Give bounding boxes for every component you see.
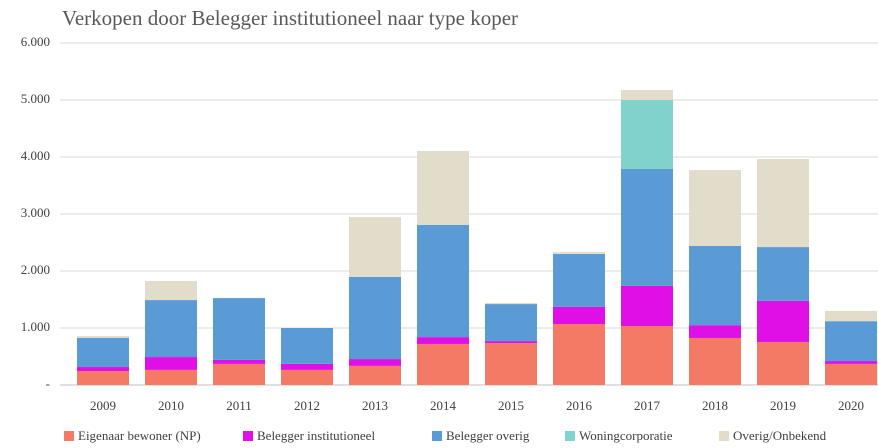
bar-segment: [77, 335, 129, 338]
legend-label: Overig/Onbekend: [733, 428, 827, 443]
bar-segment: [485, 341, 537, 344]
x-tick-label: 2010: [158, 398, 184, 413]
bar-segment: [213, 363, 265, 385]
bar-segment: [281, 363, 333, 370]
bar-segment: [281, 328, 333, 364]
y-tick-label: 6.000: [21, 34, 50, 49]
bar-segment: [213, 298, 265, 360]
bar-segment: [145, 300, 197, 358]
legend-swatch: [432, 431, 442, 441]
bar-segment: [417, 224, 469, 338]
bar-segment: [621, 90, 673, 100]
bar-segment: [757, 247, 809, 301]
x-tick-label: 2016: [566, 398, 593, 413]
x-tick-label: 2009: [90, 398, 116, 413]
bar-segment: [485, 302, 537, 305]
bar-segment: [689, 170, 741, 246]
bar-segment: [349, 217, 401, 277]
bar-segment: [825, 321, 877, 362]
x-tick-label: 2012: [294, 398, 320, 413]
y-tick-label: 3.000: [21, 205, 50, 220]
bar-segment: [689, 325, 741, 338]
legend-swatch: [565, 431, 575, 441]
bar-segment: [553, 306, 605, 325]
bar-segment: [281, 369, 333, 385]
bar-segment: [825, 361, 877, 364]
legend-label: Eigenaar bewoner (NP): [78, 428, 201, 443]
x-tick-label: 2015: [498, 398, 524, 413]
legend-swatch: [64, 431, 74, 441]
bar-segment: [757, 300, 809, 342]
bar-segment: [349, 359, 401, 366]
bar-segment: [145, 369, 197, 385]
y-tick-label: 5.000: [21, 91, 50, 106]
x-tick-label: 2019: [770, 398, 796, 413]
bar-segment: [621, 100, 673, 169]
bar-segment: [77, 367, 129, 372]
legend-swatch: [243, 431, 253, 441]
x-tick-label: 2018: [702, 398, 728, 413]
x-tick-label: 2014: [430, 398, 457, 413]
bar-segment: [77, 371, 129, 385]
x-tick-label: 2011: [226, 398, 252, 413]
bar-segment: [145, 280, 197, 301]
bar-segment: [485, 304, 537, 342]
bar-segment: [349, 365, 401, 385]
bar-segment: [485, 343, 537, 385]
bar-segment: [553, 324, 605, 385]
bar-segment: [213, 359, 265, 364]
y-tick-label: -: [46, 376, 50, 391]
chart-title: Verkopen door Belegger institutioneel na…: [62, 6, 518, 30]
bar-segment: [621, 285, 673, 327]
y-tick-label: 1.000: [21, 319, 50, 334]
legend-label: Belegger overig: [446, 428, 530, 443]
bar-segment: [621, 168, 673, 286]
legend-label: Woningcorporatie: [579, 428, 673, 443]
bar-segment: [757, 158, 809, 248]
bar-segment: [825, 310, 877, 322]
bar-segment: [757, 341, 809, 385]
bar-segment: [349, 276, 401, 360]
x-tick-label: 2017: [634, 398, 661, 413]
x-tick-label: 2013: [362, 398, 388, 413]
bar-segment: [689, 245, 741, 326]
legend-label: Belegger institutioneel: [257, 428, 375, 443]
legend-swatch: [719, 431, 729, 441]
bar-segment: [621, 326, 673, 385]
bar-segment: [77, 337, 129, 368]
bar-segment: [553, 253, 605, 307]
bar-segment: [553, 251, 605, 254]
bar-segment: [417, 151, 469, 225]
bar-segment: [145, 357, 197, 370]
bar-segment: [689, 337, 741, 385]
x-tick-label: 2020: [838, 398, 864, 413]
bar-segment: [417, 337, 469, 344]
bar-segment: [417, 343, 469, 385]
bar-segment: [825, 363, 877, 385]
y-tick-label: 4.000: [21, 148, 50, 163]
y-tick-label: 2.000: [21, 262, 50, 277]
